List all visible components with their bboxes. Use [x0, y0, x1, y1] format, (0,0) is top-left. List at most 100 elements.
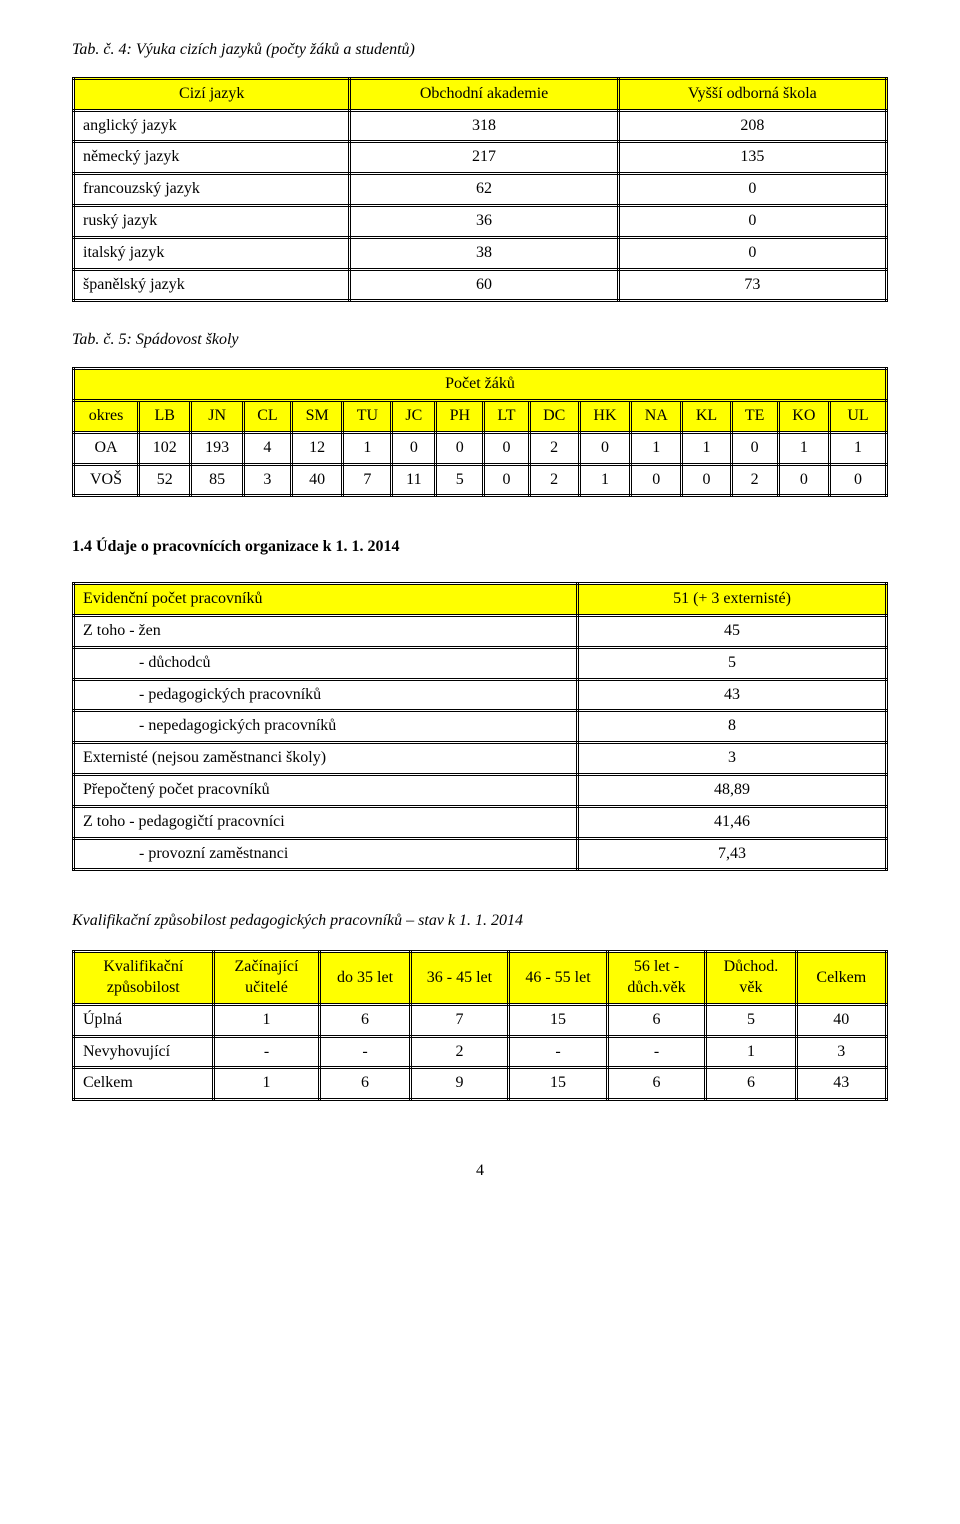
tq-c2: do 35 let	[320, 952, 410, 1005]
table-row: německý jazyk 217 135	[74, 142, 887, 174]
tq-r0-v0: 1	[213, 1004, 320, 1036]
tab5-c2: JN	[191, 400, 243, 432]
tab5-r1-v14: 0	[830, 464, 887, 496]
tw-r6-label: Přepočtený počet pracovníků	[74, 774, 578, 806]
table-row: - důchodců 5	[74, 647, 887, 679]
tab4-table: Cizí jazyk Obchodní akademie Vyšší odbor…	[72, 77, 888, 303]
tab4-r2-vos: 0	[618, 174, 886, 206]
tq-r0-v5: 5	[706, 1004, 796, 1036]
tab5-r1-label: VOŠ	[74, 464, 139, 496]
tab5-r0-v11: 1	[682, 432, 731, 464]
tab5-c14: KO	[778, 400, 829, 432]
tab4-r1-oa: 217	[350, 142, 618, 174]
tab5-c7: PH	[436, 400, 484, 432]
tab4-col2: Vyšší odborná škola	[618, 78, 886, 110]
tw-r8-value: 7,43	[578, 838, 887, 870]
tab5-c13: TE	[731, 400, 778, 432]
tq-r2-v3: 15	[509, 1068, 608, 1100]
tab5-r0-label: OA	[74, 432, 139, 464]
tab5-c5: TU	[343, 400, 392, 432]
tab5-r1-v3: 40	[291, 464, 342, 496]
tq-c5: 56 let - důch.věk	[607, 952, 706, 1005]
tq-r2-v0: 1	[213, 1068, 320, 1100]
tab5-c10: HK	[579, 400, 630, 432]
tab5-r0-v6: 0	[436, 432, 484, 464]
tw-r6-value: 48,89	[578, 774, 887, 806]
tab5-c0: okres	[74, 400, 139, 432]
table-row: ruský jazyk 36 0	[74, 205, 887, 237]
tab5-r0-v0: 102	[139, 432, 191, 464]
tw-r5-value: 3	[578, 743, 887, 775]
tab5-r1-v7: 0	[484, 464, 529, 496]
tab4-r3-oa: 36	[350, 205, 618, 237]
tab5-r0-v5: 0	[392, 432, 436, 464]
tab4-r5-vos: 73	[618, 269, 886, 301]
tab5-r0-v13: 1	[778, 432, 829, 464]
tq-r2-v4: 6	[607, 1068, 706, 1100]
tq-r0-label: Úplná	[74, 1004, 214, 1036]
tq-r0-v2: 7	[410, 1004, 509, 1036]
tab5-r1-v13: 0	[778, 464, 829, 496]
tab5-r1-v2: 3	[243, 464, 291, 496]
tq-r2-v1: 6	[320, 1068, 410, 1100]
table-row: Z toho - žen 45	[74, 615, 887, 647]
tab5-r1-v12: 2	[731, 464, 778, 496]
table-row: OA 102 193 4 12 1 0 0 0 2 0 1 1 0 1 1	[74, 432, 887, 464]
tab5-c12: KL	[682, 400, 731, 432]
tab4-r3-vos: 0	[618, 205, 886, 237]
tq-r2-label: Celkem	[74, 1068, 214, 1100]
tq-r0-v1: 6	[320, 1004, 410, 1036]
tw-r0-label: Evidenční počet pracovníků	[74, 584, 578, 616]
tq-r1-v2: 2	[410, 1036, 509, 1068]
table-row: Přepočtený počet pracovníků 48,89	[74, 774, 887, 806]
table-row: VOŠ 52 85 3 40 7 11 5 0 2 1 0 0 2 0 0	[74, 464, 887, 496]
tab5-merged-header: Počet žáků	[74, 369, 887, 401]
tab5-r1-v8: 2	[529, 464, 579, 496]
tq-r2-v2: 9	[410, 1068, 509, 1100]
tab5-c15: UL	[830, 400, 887, 432]
table-row: - nepedagogických pracovníků 8	[74, 711, 887, 743]
table-row: Z toho - pedagogičtí pracovníci 41,46	[74, 806, 887, 838]
tab5-c1: LB	[139, 400, 191, 432]
tq-c7: Celkem	[796, 952, 886, 1005]
tq-c3: 36 - 45 let	[410, 952, 509, 1005]
tw-r1-label: Z toho - žen	[74, 615, 578, 647]
tab4-col0: Cizí jazyk	[74, 78, 350, 110]
tq-r0-v6: 40	[796, 1004, 886, 1036]
tw-r4-value: 8	[578, 711, 887, 743]
tab5-r1-v6: 5	[436, 464, 484, 496]
tq-c0: Kvalifikační způsobilost	[74, 952, 214, 1005]
tab5-r1-v5: 11	[392, 464, 436, 496]
tab5-r1-v1: 85	[191, 464, 243, 496]
tw-r1-value: 45	[578, 615, 887, 647]
tab4-r3-label: ruský jazyk	[74, 205, 350, 237]
table-row: francouzský jazyk 62 0	[74, 174, 887, 206]
tq-r0-v4: 6	[607, 1004, 706, 1036]
tab4-r4-oa: 38	[350, 237, 618, 269]
tq-r1-label: Nevyhovující	[74, 1036, 214, 1068]
qualif-title: Kvalifikační způsobilost pedagogických p…	[72, 911, 888, 932]
tab5-c8: LT	[484, 400, 529, 432]
tw-r3-label: - pedagogických pracovníků	[74, 679, 578, 711]
tab4-r4-label: italský jazyk	[74, 237, 350, 269]
tab4-title: Tab. č. 4: Výuka cizích jazyků (počty žá…	[72, 40, 888, 61]
tq-r1-v6: 3	[796, 1036, 886, 1068]
tab5-c6: JC	[392, 400, 436, 432]
tw-r7-value: 41,46	[578, 806, 887, 838]
tab5-r1-v9: 1	[579, 464, 630, 496]
tq-r1-v1: -	[320, 1036, 410, 1068]
page-number: 4	[72, 1161, 888, 1182]
table-row: italský jazyk 38 0	[74, 237, 887, 269]
table-row: Úplná 1 6 7 15 6 5 40	[74, 1004, 887, 1036]
tab5-r1-v11: 0	[682, 464, 731, 496]
tw-r8-label: - provozní zaměstnanci	[74, 838, 578, 870]
tab4-col1: Obchodní akademie	[350, 78, 618, 110]
tq-c4: 46 - 55 let	[509, 952, 608, 1005]
tab5-r0-v2: 4	[243, 432, 291, 464]
tab5-r1-v4: 7	[343, 464, 392, 496]
tab5-r1-v0: 52	[139, 464, 191, 496]
tab5-c4: SM	[291, 400, 342, 432]
tab5-r0-v14: 1	[830, 432, 887, 464]
tw-r3-value: 43	[578, 679, 887, 711]
tw-r7-label: Z toho - pedagogičtí pracovníci	[74, 806, 578, 838]
